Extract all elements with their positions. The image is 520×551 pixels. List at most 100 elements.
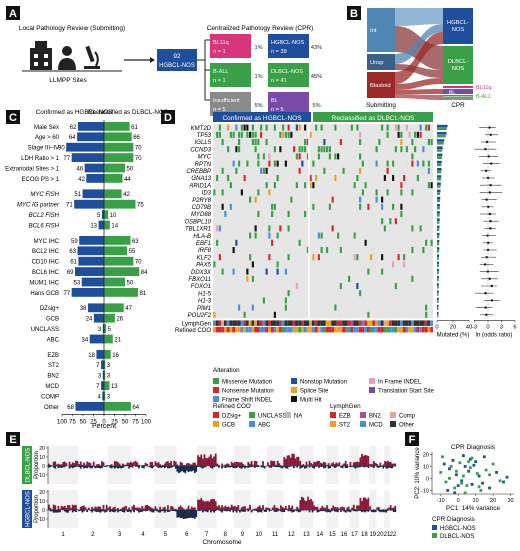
cnv-gain	[167, 461, 169, 466]
cnv-loss	[56, 510, 58, 513]
cnv-loss	[136, 466, 138, 467]
lymphgen-track-cell	[395, 320, 398, 326]
or-point	[489, 220, 491, 222]
coo-track-cell	[348, 327, 351, 333]
cnv-gain	[316, 461, 318, 466]
cnv-gain	[254, 509, 256, 510]
coo-track-cell	[213, 327, 216, 333]
cnv-tick-label: 0	[42, 508, 45, 514]
oncoprint-cell	[411, 139, 413, 145]
pca-point	[481, 482, 484, 485]
cnv-loss	[106, 466, 108, 467]
cnv-gain	[353, 505, 355, 510]
cases-count: 92	[173, 53, 181, 60]
cnv-loss	[164, 510, 166, 513]
cnv-gain	[150, 462, 152, 466]
oncoprint-cell	[425, 125, 427, 131]
cnv-gain	[186, 509, 188, 510]
gene-label: RPTN	[195, 162, 212, 168]
cnv-gain	[64, 506, 66, 510]
bar-value-right: 70	[135, 260, 142, 266]
bar-hgbcl	[96, 350, 104, 359]
lymphgen-track-cell	[224, 320, 227, 326]
chromosome-label: 6	[185, 532, 189, 538]
oncoprint-cell	[268, 225, 270, 231]
pca-point	[457, 484, 460, 487]
cnv-loss	[368, 466, 370, 468]
oncoprint-cell	[392, 175, 394, 181]
oncoprint-cell	[257, 189, 259, 195]
bar-value-left: 77	[63, 291, 70, 297]
cnv-gain	[77, 509, 79, 510]
or-point	[484, 148, 486, 150]
cnv-loss	[247, 466, 249, 468]
cnv-gain	[218, 465, 220, 466]
legend-label: ST2	[339, 423, 351, 429]
cnv-gain	[188, 463, 190, 466]
cnv-gain	[130, 462, 132, 466]
lymphgen-track-cell	[378, 320, 381, 326]
oncoprint-cell	[257, 211, 259, 217]
cnv-gain	[378, 507, 380, 510]
cnv-loss	[290, 466, 292, 467]
freq-bar-hgbcl	[437, 190, 440, 193]
freq-bar-hgbcl	[437, 168, 442, 171]
cnv-gain	[151, 508, 153, 510]
cnv-gain	[309, 461, 311, 466]
panel-f-letter: F	[409, 434, 416, 446]
lymphgen-track-cell	[219, 320, 222, 326]
cnv-gain	[273, 461, 275, 466]
oncoprint-cell	[238, 139, 240, 145]
cnv-loss	[191, 510, 193, 518]
chromosome-label: 13	[303, 532, 310, 538]
sankey-node-cpr	[443, 86, 473, 88]
oncoprint-cell	[285, 132, 287, 138]
cnv-loss	[114, 510, 116, 512]
cnv-loss	[259, 510, 261, 512]
bar-hgbcl	[94, 314, 104, 323]
lymphgen-track-cell	[384, 320, 387, 326]
cnv-gain	[106, 465, 108, 466]
pca-point	[471, 483, 474, 486]
cnv-gain	[328, 509, 330, 510]
oncoprint-cell	[260, 132, 262, 138]
oncoprint-cell	[230, 204, 232, 210]
cnv-gain	[98, 464, 100, 466]
cnv-gain	[337, 507, 339, 510]
cnv-gain	[180, 505, 182, 510]
bar-hgbcl	[78, 122, 104, 131]
lymphgen-track-cell	[417, 320, 420, 326]
coo-track-cell	[351, 327, 354, 333]
cnv-loss	[340, 466, 342, 468]
cnv-gain	[257, 507, 259, 510]
cnv-gain	[51, 465, 53, 466]
cnv-loss	[175, 510, 177, 511]
cnv-loss	[239, 510, 241, 512]
cnv-gain	[81, 506, 83, 510]
cnv-gain	[172, 465, 174, 466]
legend-swatch	[360, 421, 366, 427]
lymphgen-track-cell	[381, 320, 384, 326]
llmpp-sites-label: LLMPP Sites	[49, 77, 87, 84]
oncoprint-cell	[299, 168, 301, 174]
legend-swatch	[213, 396, 219, 402]
cnv-gain	[242, 506, 244, 510]
cnv-loss	[369, 510, 371, 511]
cnv-loss	[170, 510, 172, 511]
legend-swatch	[213, 412, 219, 418]
cnv-loss	[282, 510, 284, 512]
cnv-loss	[278, 510, 280, 511]
cnv-loss	[363, 466, 365, 467]
gene-label: IRF8	[198, 248, 212, 254]
lymphgen-track-cell	[430, 320, 433, 326]
coo-track-cell	[414, 327, 417, 333]
cnv-gain	[72, 462, 74, 466]
cnv-gain	[80, 507, 82, 510]
cnv-loss	[176, 510, 178, 518]
oncoprint-cell	[326, 247, 328, 253]
cnv-gain	[391, 508, 393, 510]
cnv-gain	[302, 498, 304, 510]
oncoprint-cell	[354, 254, 356, 260]
cnv-tick-label: 10	[39, 499, 45, 505]
oncoprint-cell	[381, 204, 383, 210]
